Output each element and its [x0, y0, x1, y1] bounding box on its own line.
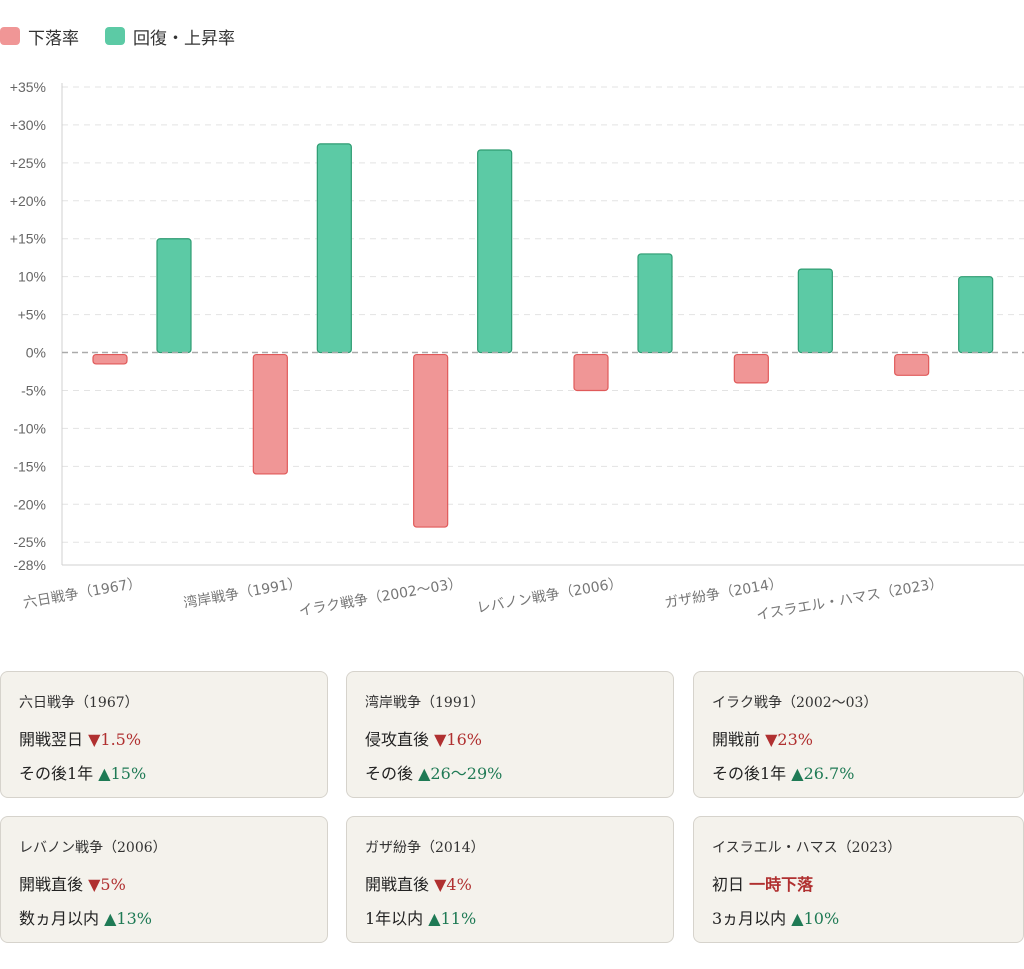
card-title: 湾岸戦争（1991） — [365, 695, 485, 711]
x-category-label: イラク戦争（2002〜03） — [298, 575, 464, 619]
y-tick-label: -28% — [13, 557, 46, 573]
card-title: イスラエル・ハマス（2023） — [712, 840, 902, 856]
card-rise-value: ▲10% — [791, 909, 840, 928]
summary-card: イスラエル・ハマス（2023） 初日 一時下落 3ヵ月以内 ▲10% — [693, 816, 1024, 943]
bar-rise — [316, 143, 352, 354]
card-rise-value: ▲26.7% — [791, 764, 855, 783]
x-category-label: 湾岸戦争（1991） — [182, 574, 303, 612]
card-rise-line: その後1年 ▲15% — [19, 760, 309, 784]
card-rise-label: 3ヵ月以内 — [712, 909, 792, 928]
legend-label-rise: 回復・上昇率 — [133, 28, 235, 49]
summary-card: ガザ紛争（2014） 開戦直後 ▼4% 1年以内 ▲11% — [346, 816, 674, 943]
card-rise-value: ▲26〜29% — [418, 764, 503, 783]
legend-item-rise[interactable]: 回復・上昇率 — [105, 24, 235, 49]
summary-card: イラク戦争（2002〜03） 開戦前 ▼23% その後1年 ▲26.7% — [693, 671, 1024, 798]
summary-card: 湾岸戦争（1991） 侵攻直後 ▼16% その後 ▲26〜29% — [346, 671, 674, 798]
bar-fall — [733, 353, 769, 384]
card-title: レバノン戦争（2006） — [19, 840, 167, 856]
card-title: ガザ紛争（2014） — [365, 840, 485, 856]
card-drop-line: 侵攻直後 ▼16% — [365, 726, 655, 750]
card-drop-label: 開戦前 — [712, 730, 766, 749]
bar-fall — [894, 353, 930, 376]
card-drop-label: 侵攻直後 — [365, 730, 435, 749]
y-tick-label: -5% — [21, 382, 46, 398]
x-category-label: 六日戦争（1967） — [22, 575, 143, 612]
card-drop-value: ▼4% — [434, 875, 472, 894]
y-tick-label: +15% — [10, 231, 46, 247]
card-rise-line: その後1年 ▲26.7% — [712, 760, 1005, 784]
card-drop-value: 一時下落 — [749, 875, 814, 894]
card-title: イラク戦争（2002〜03） — [712, 695, 878, 711]
card-drop-value: ▼23% — [765, 730, 813, 749]
bar-fall — [252, 353, 288, 475]
card-drop-line: 開戦翌日 ▼1.5% — [19, 726, 309, 750]
card-rise-label: 1年以内 — [365, 909, 429, 928]
bar-fall — [573, 353, 609, 392]
card-drop-line: 開戦直後 ▼4% — [365, 871, 655, 895]
bar-fall — [92, 353, 128, 365]
y-tick-label: +5% — [18, 307, 46, 323]
card-rise-value: ▲13% — [104, 909, 152, 928]
card-drop-label: 初日 — [712, 875, 750, 894]
y-tick-label: -15% — [13, 458, 46, 474]
card-drop-value: ▼16% — [434, 730, 482, 749]
card-drop-label: 開戦直後 — [19, 875, 89, 894]
bar-rise — [477, 149, 513, 354]
bar-rise — [958, 276, 994, 354]
bar-chart: +35% +30% +25% +20% +15% 10% +5% 0% -5% -10% -15% -… — [10, 79, 1024, 624]
x-category-label: イスラエル・ハマス（2023） — [755, 575, 944, 624]
legend-swatch-rise — [105, 27, 125, 45]
card-drop-label: 開戦直後 — [365, 875, 435, 894]
card-rise-value: ▲15% — [98, 764, 147, 783]
summary-card: レバノン戦争（2006） 開戦直後 ▼5% 数ヵ月以内 ▲13% — [0, 816, 328, 943]
card-rise-label: その後1年 — [712, 764, 792, 783]
card-rise-line: 3ヵ月以内 ▲10% — [712, 905, 1005, 929]
y-tick-label: +20% — [10, 193, 46, 209]
card-rise-value: ▲11% — [428, 909, 477, 928]
card-drop-line: 開戦前 ▼23% — [712, 726, 1005, 750]
bar-rise — [156, 238, 192, 354]
y-tick-label: +35% — [10, 79, 46, 95]
chart-legend: 下落率 回復・上昇率 — [0, 24, 235, 49]
legend-item-fall[interactable]: 下落率 — [0, 24, 79, 49]
card-drop-line: 開戦直後 ▼5% — [19, 871, 309, 895]
x-category-label: レバノン戦争（2006） — [476, 575, 624, 616]
legend-swatch-fall — [0, 27, 20, 45]
legend-label-fall: 下落率 — [28, 28, 79, 49]
card-rise-label: その後 — [365, 764, 419, 783]
y-tick-label: -10% — [13, 420, 46, 436]
card-title: 六日戦争（1967） — [19, 695, 139, 711]
card-drop-value: ▼1.5% — [88, 730, 142, 749]
y-tick-label: 0% — [26, 345, 46, 361]
card-rise-line: 数ヵ月以内 ▲13% — [19, 905, 309, 929]
y-tick-label: -20% — [13, 496, 46, 512]
card-drop-line: 初日 一時下落 — [712, 871, 1005, 895]
card-rise-line: その後 ▲26〜29% — [365, 760, 655, 784]
y-tick-label: +30% — [10, 117, 46, 133]
bar-rise — [797, 268, 833, 354]
y-tick-label: 10% — [18, 269, 46, 285]
card-rise-label: 数ヵ月以内 — [19, 909, 105, 928]
card-rise-label: その後1年 — [19, 764, 99, 783]
card-drop-value: ▼5% — [88, 875, 126, 894]
y-tick-label: -25% — [13, 534, 46, 550]
bar-fall — [413, 353, 449, 528]
bar-rise — [637, 253, 673, 354]
card-drop-label: 開戦翌日 — [19, 730, 89, 749]
card-rise-line: 1年以内 ▲11% — [365, 905, 655, 929]
y-tick-label: +25% — [10, 155, 46, 171]
summary-card: 六日戦争（1967） 開戦翌日 ▼1.5% その後1年 ▲15% — [0, 671, 328, 798]
